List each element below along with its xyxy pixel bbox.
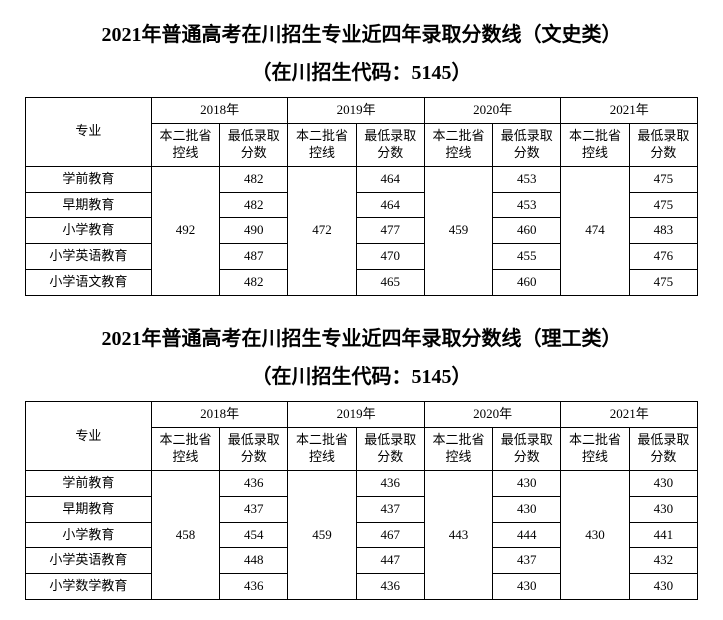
year-header: 2019年 [288,98,425,124]
score-cell: 447 [356,548,424,574]
score-cell: 436 [356,470,424,496]
score-cell: 482 [220,166,288,192]
score-cell: 453 [493,192,561,218]
score-cell: 455 [493,244,561,270]
score-cell: 475 [629,192,697,218]
sub-header: 本二批省控线 [561,123,629,166]
table-row: 学前教育 458 436 459 436 443 430 430 430 [26,470,698,496]
title-2: 2021年普通高考在川招生专业近四年录取分数线（理工类） [25,324,698,354]
major-cell: 学前教育 [26,166,152,192]
score-cell: 430 [629,470,697,496]
major-cell: 早期教育 [26,192,152,218]
sub-header: 本二批省控线 [288,123,356,166]
score-cell: 482 [220,192,288,218]
control-line-cell: 474 [561,166,629,295]
sub-header: 最低录取分数 [493,123,561,166]
score-cell: 448 [220,548,288,574]
year-header: 2020年 [424,402,561,428]
major-cell: 小学教育 [26,522,152,548]
score-cell: 483 [629,218,697,244]
sub-header: 最低录取分数 [220,428,288,471]
major-cell: 小学英语教育 [26,244,152,270]
sub-header: 本二批省控线 [424,123,492,166]
score-cell: 430 [629,496,697,522]
sub-header: 最低录取分数 [356,123,424,166]
year-header: 2021年 [561,98,698,124]
sub-header: 本二批省控线 [151,428,219,471]
control-line-cell: 458 [151,470,219,599]
control-line-cell: 443 [424,470,492,599]
score-cell: 464 [356,192,424,218]
score-cell: 432 [629,548,697,574]
section-2: 2021年普通高考在川招生专业近四年录取分数线（理工类） （在川招生代码：514… [25,324,698,600]
sub-header: 本二批省控线 [288,428,356,471]
control-line-cell: 472 [288,166,356,295]
sub-header: 最低录取分数 [493,428,561,471]
subtitle-2: （在川招生代码：5145） [25,360,698,389]
sub-header: 本二批省控线 [151,123,219,166]
score-cell: 475 [629,270,697,296]
major-cell: 小学英语教育 [26,548,152,574]
score-cell: 454 [220,522,288,548]
header-row-1: 专业 2018年 2019年 2020年 2021年 [26,98,698,124]
score-cell: 476 [629,244,697,270]
score-cell: 441 [629,522,697,548]
score-cell: 475 [629,166,697,192]
year-header: 2018年 [151,98,288,124]
control-line-cell: 459 [424,166,492,295]
section-1: 2021年普通高考在川招生专业近四年录取分数线（文史类） （在川招生代码：514… [25,20,698,296]
major-cell: 小学教育 [26,218,152,244]
header-major: 专业 [26,402,152,471]
sub-header: 本二批省控线 [424,428,492,471]
score-cell: 437 [493,548,561,574]
year-header: 2018年 [151,402,288,428]
score-cell: 437 [356,496,424,522]
sub-header: 本二批省控线 [561,428,629,471]
score-cell: 430 [493,496,561,522]
control-line-cell: 459 [288,470,356,599]
score-cell: 482 [220,270,288,296]
score-cell: 430 [493,470,561,496]
score-cell: 477 [356,218,424,244]
table-2: 专业 2018年 2019年 2020年 2021年 本二批省控线 最低录取分数… [25,401,698,600]
table-row: 学前教育 492 482 472 464 459 453 474 475 [26,166,698,192]
score-cell: 453 [493,166,561,192]
score-cell: 490 [220,218,288,244]
sub-header: 最低录取分数 [220,123,288,166]
score-cell: 487 [220,244,288,270]
score-cell: 460 [493,270,561,296]
control-line-cell: 430 [561,470,629,599]
title-1: 2021年普通高考在川招生专业近四年录取分数线（文史类） [25,20,698,50]
header-major: 专业 [26,98,152,167]
score-cell: 465 [356,270,424,296]
header-row-1: 专业 2018年 2019年 2020年 2021年 [26,402,698,428]
sub-header: 最低录取分数 [629,123,697,166]
table-1: 专业 2018年 2019年 2020年 2021年 本二批省控线 最低录取分数… [25,97,698,296]
major-cell: 学前教育 [26,470,152,496]
score-cell: 470 [356,244,424,270]
subtitle-1: （在川招生代码：5145） [25,56,698,85]
year-header: 2019年 [288,402,425,428]
control-line-cell: 492 [151,166,219,295]
major-cell: 小学语文教育 [26,270,152,296]
year-header: 2021年 [561,402,698,428]
year-header: 2020年 [424,98,561,124]
score-cell: 444 [493,522,561,548]
score-cell: 436 [220,470,288,496]
major-cell: 早期教育 [26,496,152,522]
sub-header: 最低录取分数 [356,428,424,471]
score-cell: 437 [220,496,288,522]
score-cell: 460 [493,218,561,244]
sub-header: 最低录取分数 [629,428,697,471]
score-cell: 464 [356,166,424,192]
score-cell: 467 [356,522,424,548]
